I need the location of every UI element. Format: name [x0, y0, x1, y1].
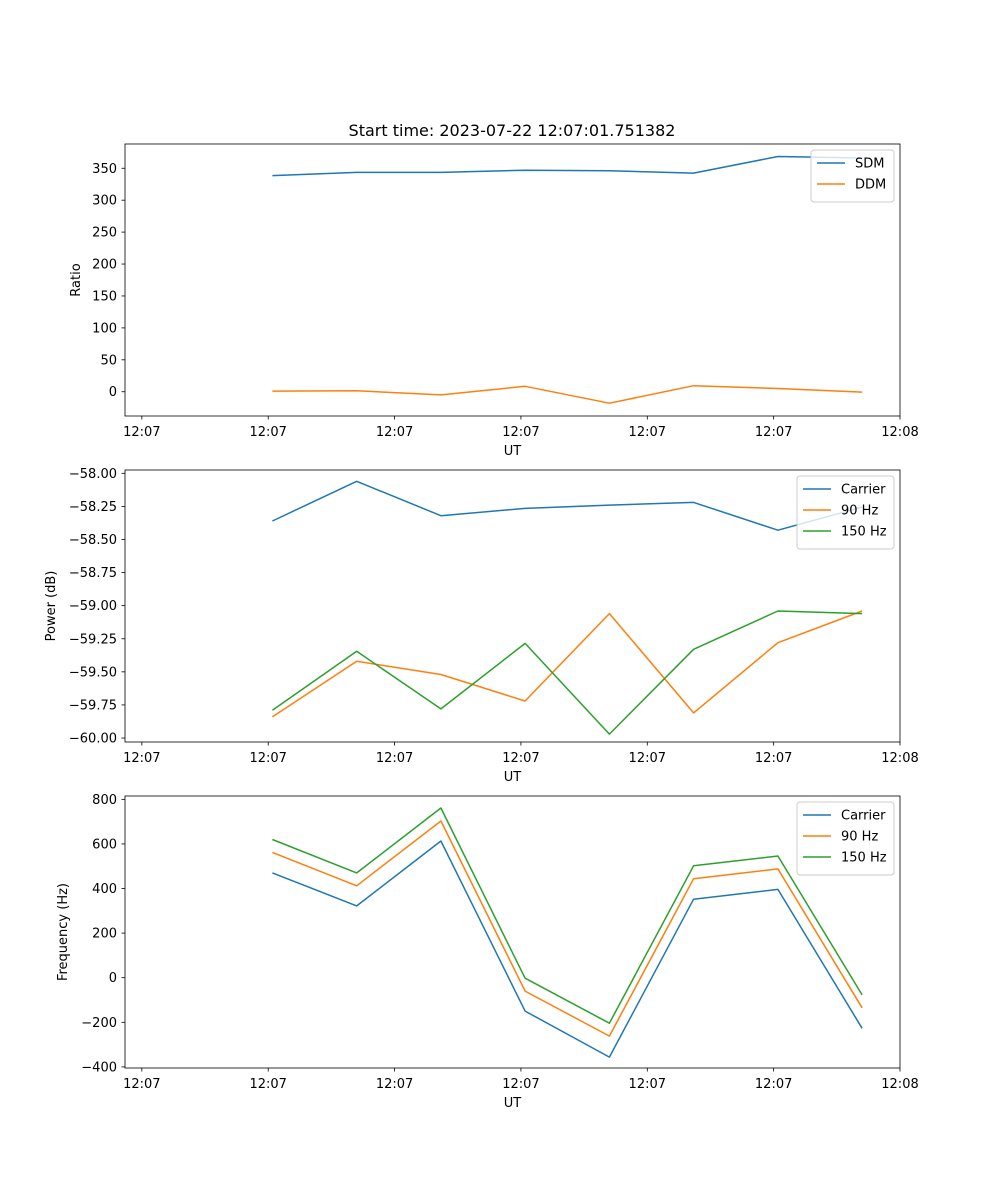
y-tick-label: 300 [92, 194, 117, 209]
y-tick-label: 400 [92, 882, 117, 897]
x-tick-label: 12:07 [249, 425, 286, 440]
x-tick-label: 12:07 [376, 751, 413, 766]
axes-frame [124, 143, 901, 417]
y-tick-label: 800 [92, 793, 117, 808]
legend-label: 150 Hz [841, 851, 887, 866]
series-line-sdm [272, 155, 863, 177]
y-tick-label: −58.25 [69, 500, 117, 515]
x-tick-label: 12:07 [376, 425, 413, 440]
legend: Carrier 90 Hz 150 Hz [796, 801, 895, 876]
x-tick-label: 12:07 [755, 751, 792, 766]
y-tick-label: −58.75 [69, 566, 117, 581]
x-axis-label: UT [504, 444, 522, 459]
subplot-1: 12:07 12:07 12:07 12:07 12:07 12:07 12:08 0 50 10… [69, 143, 919, 459]
legend-label: 90 Hz [841, 504, 878, 519]
y-tick-label: 100 [92, 321, 117, 336]
series-line-150-hz [271, 610, 863, 735]
x-tick-label: 12:07 [502, 425, 539, 440]
series-line-90-hz [271, 610, 863, 718]
y-tick-label: −200 [81, 1016, 117, 1031]
series-line-150-hz [272, 807, 863, 1024]
y-tick-label: −59.75 [69, 698, 117, 713]
y-tick-label: 350 [92, 162, 117, 177]
y-tick-label: 200 [92, 927, 117, 942]
plots-container: 12:07 12:07 12:07 12:07 12:07 12:07 12:08 0 50 10… [44, 143, 919, 1111]
x-tick-label: 12:07 [249, 751, 286, 766]
x-tick-label: 12:07 [502, 751, 539, 766]
y-tick-label: 150 [92, 289, 117, 304]
y-tick-label: 50 [100, 353, 117, 368]
y-tick-label: −59.50 [69, 665, 117, 680]
legend-label: 150 Hz [841, 525, 887, 540]
x-tick-label: 12:07 [123, 425, 160, 440]
y-tick-label: −58.50 [69, 533, 117, 548]
y-axis-label: Frequency (Hz) [56, 883, 71, 981]
figure-title: Start time: 2023-07-22 12:07:01.751382 [349, 121, 676, 140]
series-line-ddm [272, 384, 863, 404]
subplot-3: 12:07 12:07 12:07 12:07 12:07 12:07 12:08 −400 −… [56, 793, 919, 1111]
x-tick-label: 12:07 [629, 1077, 666, 1092]
legend-label: DDM [855, 178, 886, 193]
y-tick-label: 200 [92, 258, 117, 273]
y-tick-label: 0 [109, 385, 117, 400]
legend: Carrier 90 Hz 150 Hz [796, 475, 895, 550]
x-tick-label: 12:08 [881, 425, 918, 440]
y-tick-label: 0 [109, 971, 117, 986]
y-axis-label: Ratio [69, 263, 84, 296]
legend: SDM DDM [810, 149, 895, 203]
x-axis-label: UT [504, 770, 522, 785]
x-tick-label: 12:07 [502, 1077, 539, 1092]
x-axis-label: UT [504, 1096, 522, 1111]
x-tick-label: 12:07 [629, 751, 666, 766]
x-tick-label: 12:07 [629, 425, 666, 440]
y-axis-label: Power (dB) [44, 571, 59, 642]
y-tick-label: −58.00 [69, 467, 117, 482]
x-tick-label: 12:07 [123, 1077, 160, 1092]
x-tick-label: 12:07 [123, 751, 160, 766]
y-tick-label: −59.25 [69, 632, 117, 647]
x-tick-label: 12:07 [755, 1077, 792, 1092]
y-tick-label: −59.00 [69, 599, 117, 614]
legend-label: 90 Hz [841, 830, 878, 845]
legend-label: Carrier [841, 483, 886, 498]
x-tick-label: 12:07 [249, 1077, 286, 1092]
subplot-2: 12:07 12:07 12:07 12:07 12:07 12:07 12:08 −58.0… [44, 467, 919, 785]
x-tick-label: 12:08 [881, 1077, 918, 1092]
y-tick-label: −400 [81, 1060, 117, 1075]
x-tick-label: 12:08 [881, 751, 918, 766]
series-line-carrier [272, 480, 863, 531]
y-tick-label: −60.00 [69, 732, 117, 747]
x-tick-label: 12:07 [755, 425, 792, 440]
axes-frame [124, 795, 901, 1069]
legend-label: SDM [855, 157, 884, 172]
series-line-90-hz [272, 820, 863, 1037]
legend-label: Carrier [841, 809, 886, 824]
x-tick-label: 12:07 [376, 1077, 413, 1092]
series-line-carrier [272, 840, 863, 1058]
y-tick-label: 600 [92, 837, 117, 852]
y-tick-label: 250 [92, 226, 117, 241]
